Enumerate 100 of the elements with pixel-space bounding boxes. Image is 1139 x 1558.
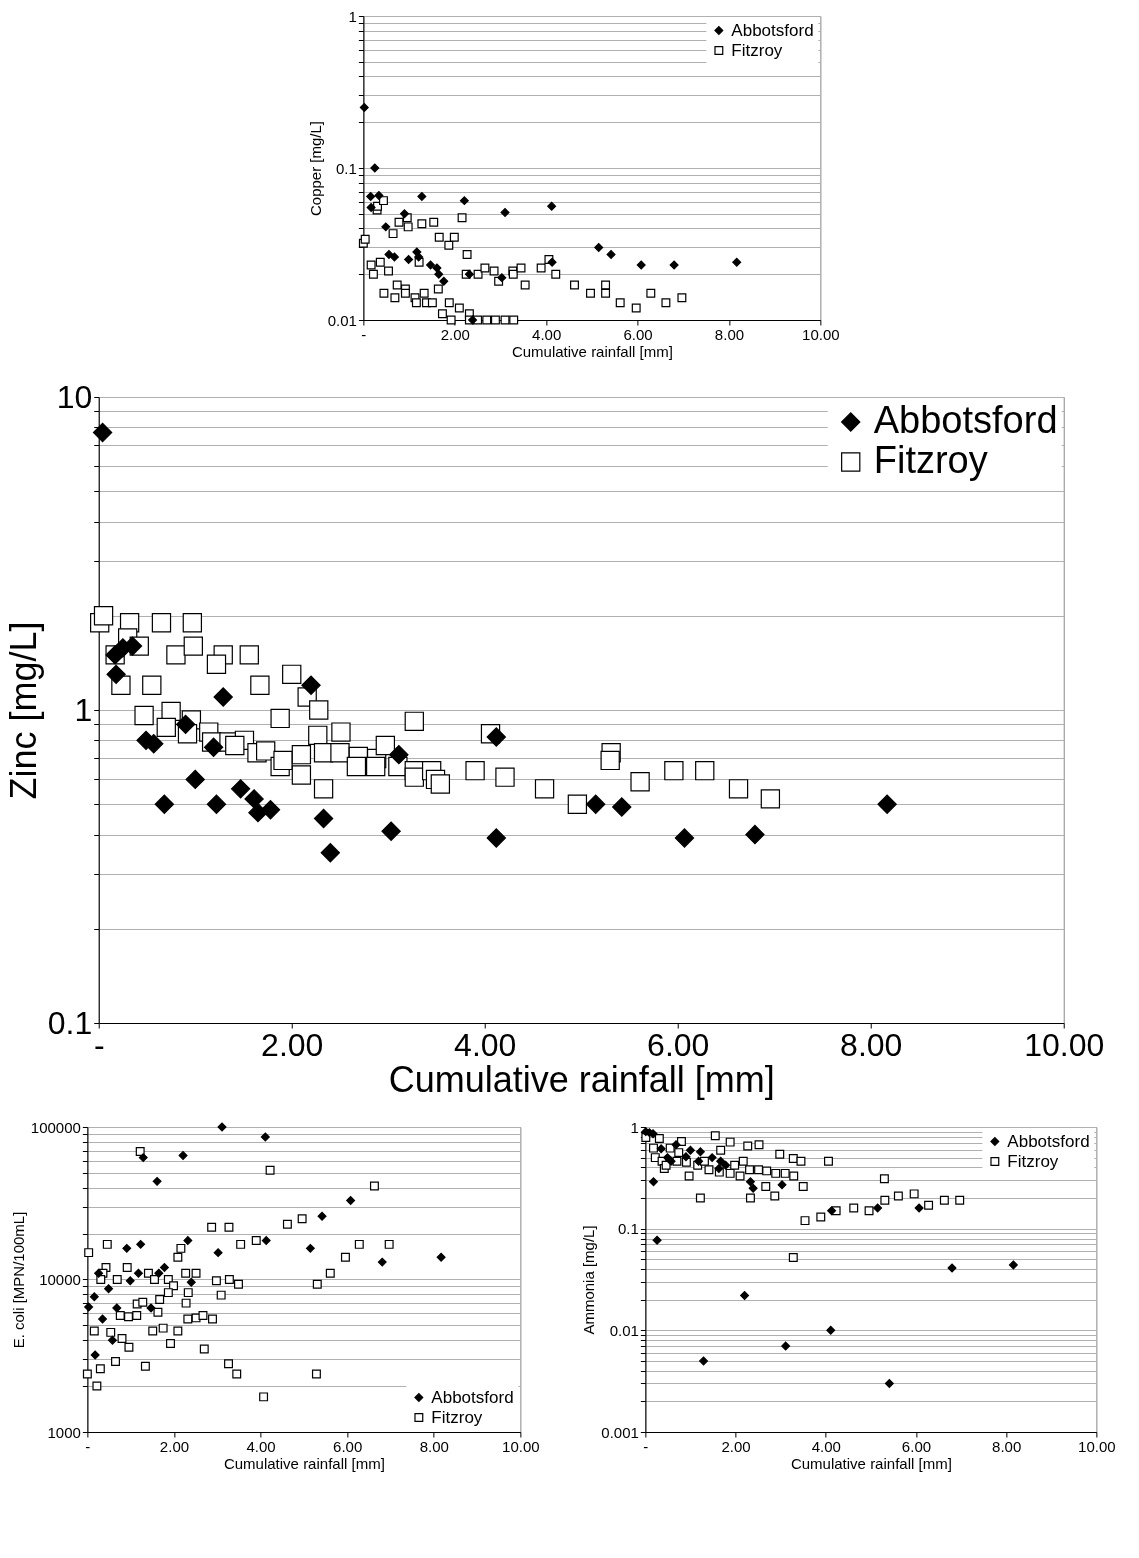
point: [185, 769, 205, 790]
point: [877, 794, 897, 814]
point: [955, 1195, 965, 1205]
point: [305, 1243, 315, 1253]
point: [654, 1134, 664, 1144]
point: [381, 222, 391, 232]
point: [359, 103, 369, 112]
x-tick-label: -: [643, 1437, 649, 1455]
point: [486, 828, 506, 848]
x-tick-label: 8.00: [840, 1026, 903, 1063]
point: [400, 209, 409, 219]
point: [710, 1131, 720, 1141]
x-tick-label: 4.00: [246, 1437, 276, 1455]
y-tick-label: 0.1: [336, 159, 357, 177]
x-tick-label: 2.00: [261, 1026, 324, 1063]
point: [816, 1212, 826, 1222]
point: [796, 1156, 806, 1166]
point: [740, 1291, 750, 1300]
point: [389, 252, 399, 262]
point: [826, 1325, 836, 1335]
point: [939, 1195, 949, 1205]
y-tick-label: 10: [56, 378, 93, 415]
x-tick-label: 8.00: [992, 1437, 1022, 1455]
point: [138, 1153, 148, 1163]
x-tick-label: -: [361, 325, 367, 343]
point: [707, 1153, 717, 1163]
point: [652, 1235, 662, 1245]
point: [439, 276, 449, 286]
y-tick-label: 1: [348, 7, 357, 25]
y-tick-label: 0.01: [609, 1321, 639, 1339]
point: [725, 1137, 735, 1147]
x-tick-label: 10.00: [502, 1437, 540, 1455]
point: [92, 422, 113, 443]
point: [770, 1191, 780, 1201]
x-axis-title: Cumulative rainfall [mm]: [511, 342, 673, 360]
point: [230, 779, 251, 799]
point: [122, 1243, 132, 1253]
point: [389, 744, 409, 765]
x-tick-label: 10.00: [1078, 1437, 1116, 1455]
point: [108, 1335, 117, 1345]
legend-label: Abbotsford: [873, 399, 1058, 441]
point: [721, 1160, 731, 1170]
point: [777, 1180, 787, 1190]
point: [884, 1379, 894, 1388]
legend-label: Fitzroy: [431, 1407, 483, 1427]
point: [500, 207, 510, 217]
point: [716, 1145, 726, 1155]
point: [260, 1132, 270, 1142]
point: [798, 1182, 808, 1191]
point: [745, 1177, 755, 1187]
point: [694, 1156, 704, 1166]
point: [244, 789, 264, 809]
point: [260, 800, 281, 820]
point: [486, 727, 506, 747]
point: [313, 808, 334, 829]
point: [1008, 1260, 1018, 1270]
y-tick-label: 1: [74, 691, 93, 728]
point: [649, 1143, 658, 1153]
point: [90, 1350, 100, 1360]
point: [366, 202, 376, 212]
point: [671, 1140, 681, 1150]
point: [681, 1152, 691, 1162]
point: [317, 1211, 327, 1221]
point: [879, 1174, 889, 1184]
y-axis-title: Zinc [mg/L]: [2, 621, 44, 800]
point: [426, 260, 436, 270]
x-tick-label: -: [85, 1437, 91, 1455]
point: [175, 714, 196, 735]
point: [754, 1165, 764, 1175]
point: [745, 1165, 755, 1175]
point: [206, 794, 227, 814]
point: [606, 249, 616, 259]
x-tick-label: 4.00: [532, 325, 562, 343]
point: [699, 1356, 709, 1366]
point: [89, 1292, 99, 1302]
legend-label: Abbotsford: [1007, 1131, 1090, 1151]
point: [789, 1171, 799, 1181]
x-tick-label: 6.00: [623, 325, 653, 343]
y-tick-label: 1: [630, 1118, 639, 1136]
point: [636, 260, 646, 270]
point: [669, 260, 679, 270]
point: [748, 1183, 758, 1193]
point: [213, 687, 233, 707]
point: [136, 1239, 146, 1249]
point: [106, 664, 126, 685]
point: [146, 1303, 156, 1313]
point: [649, 1177, 658, 1187]
point: [94, 1268, 104, 1278]
point: [154, 1268, 164, 1278]
point: [914, 1203, 924, 1213]
point: [743, 1141, 753, 1151]
point: [366, 191, 376, 201]
point: [674, 828, 695, 848]
x-tick-label: 2.00: [721, 1437, 751, 1455]
point: [594, 243, 604, 252]
y-tick-label: 100000: [30, 1118, 81, 1136]
point: [213, 1248, 223, 1258]
point: [384, 249, 394, 259]
point: [738, 1156, 748, 1166]
point: [104, 1284, 114, 1294]
